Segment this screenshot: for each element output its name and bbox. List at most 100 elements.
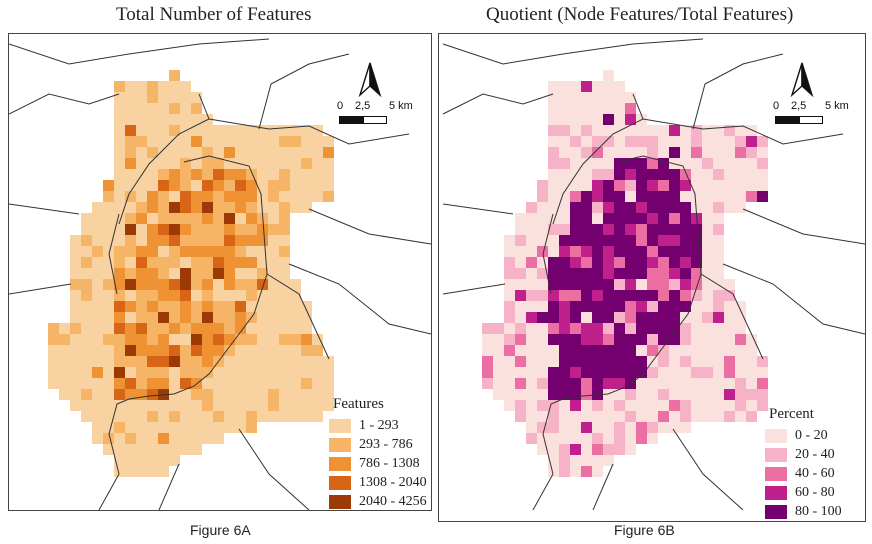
grid-cell — [515, 301, 526, 312]
grid-cell — [279, 378, 290, 389]
grid-cell — [257, 191, 268, 202]
grid-cell — [202, 257, 213, 268]
grid-cell — [158, 202, 169, 213]
grid-cell — [559, 246, 570, 257]
grid-cell — [691, 312, 702, 323]
grid-cell — [713, 136, 724, 147]
grid-cell — [746, 378, 757, 389]
grid-cell — [114, 378, 125, 389]
grid-cell — [246, 246, 257, 257]
grid-cell — [224, 290, 235, 301]
grid-cell — [202, 345, 213, 356]
grid-cell — [191, 213, 202, 224]
grid-cell — [735, 411, 746, 422]
grid-cell — [114, 213, 125, 224]
grid-cell — [191, 444, 202, 455]
legend-item: 20 - 40 — [765, 445, 842, 464]
grid-cell — [570, 455, 581, 466]
grid-cell — [147, 389, 158, 400]
grid-cell — [713, 213, 724, 224]
grid-cell — [103, 180, 114, 191]
grid-cell — [548, 202, 559, 213]
grid-cell — [191, 257, 202, 268]
grid-cell — [625, 114, 636, 125]
grid-cell — [735, 301, 746, 312]
grid-cell — [136, 345, 147, 356]
grid-cell — [559, 334, 570, 345]
grid-cell — [658, 334, 669, 345]
grid-cell — [224, 411, 235, 422]
grid-cell — [713, 224, 724, 235]
grid-cell — [257, 345, 268, 356]
grid-cell — [603, 422, 614, 433]
grid-cell — [581, 224, 592, 235]
grid-cell — [169, 169, 180, 180]
grid-cell — [158, 334, 169, 345]
grid-cell — [257, 290, 268, 301]
grid-cell — [70, 356, 81, 367]
grid-cell — [680, 224, 691, 235]
grid-cell — [592, 301, 603, 312]
grid-cell — [504, 345, 515, 356]
grid-cell — [581, 433, 592, 444]
grid-cell — [103, 389, 114, 400]
grid-cell — [603, 378, 614, 389]
legend-item: 40 - 60 — [765, 464, 842, 483]
grid-cell — [125, 400, 136, 411]
grid-cell — [202, 268, 213, 279]
grid-cell — [202, 169, 213, 180]
grid-cell — [312, 180, 323, 191]
grid-cell — [257, 389, 268, 400]
grid-cell — [669, 312, 680, 323]
grid-cell — [224, 356, 235, 367]
grid-cell — [636, 169, 647, 180]
grid-cell — [669, 323, 680, 334]
grid-cell — [702, 224, 713, 235]
grid-cell — [669, 345, 680, 356]
grid-cell — [191, 323, 202, 334]
grid-cell — [658, 180, 669, 191]
grid-cell — [603, 290, 614, 301]
grid-cell — [548, 444, 559, 455]
grid-cell — [169, 367, 180, 378]
grid-cell — [625, 433, 636, 444]
grid-cell — [537, 411, 548, 422]
grid-cell — [92, 345, 103, 356]
grid-cell — [191, 411, 202, 422]
grid-cell — [103, 202, 114, 213]
grid-cell — [158, 466, 169, 477]
grid-cell — [636, 180, 647, 191]
grid-cell — [290, 136, 301, 147]
grid-cell — [757, 191, 768, 202]
grid-cell — [713, 411, 724, 422]
grid-cell — [279, 400, 290, 411]
grid-cell — [713, 323, 724, 334]
grid-cell — [526, 400, 537, 411]
grid-cell — [570, 312, 581, 323]
grid-cell — [268, 389, 279, 400]
grid-cell — [213, 257, 224, 268]
grid-cell — [537, 290, 548, 301]
grid-cell — [290, 180, 301, 191]
boundary-line — [672, 428, 744, 511]
legend-item: 2040 - 4256 — [329, 492, 427, 510]
grid-cell — [680, 301, 691, 312]
grid-cell — [70, 279, 81, 290]
grid-cell — [125, 422, 136, 433]
grid-cell — [202, 202, 213, 213]
grid-cell — [279, 301, 290, 312]
panel-a-title: Total Number of Features — [116, 4, 312, 25]
grid-cell — [658, 356, 669, 367]
grid-cell — [180, 81, 191, 92]
grid-cell — [114, 433, 125, 444]
grid-cell — [81, 389, 92, 400]
grid-cell — [180, 103, 191, 114]
grid-cell — [614, 345, 625, 356]
grid-cell — [482, 378, 493, 389]
grid-cell — [213, 224, 224, 235]
grid-cell — [515, 279, 526, 290]
grid-cell — [581, 81, 592, 92]
grid-cell — [658, 257, 669, 268]
legend-title: Percent — [769, 406, 814, 422]
grid-cell — [268, 400, 279, 411]
